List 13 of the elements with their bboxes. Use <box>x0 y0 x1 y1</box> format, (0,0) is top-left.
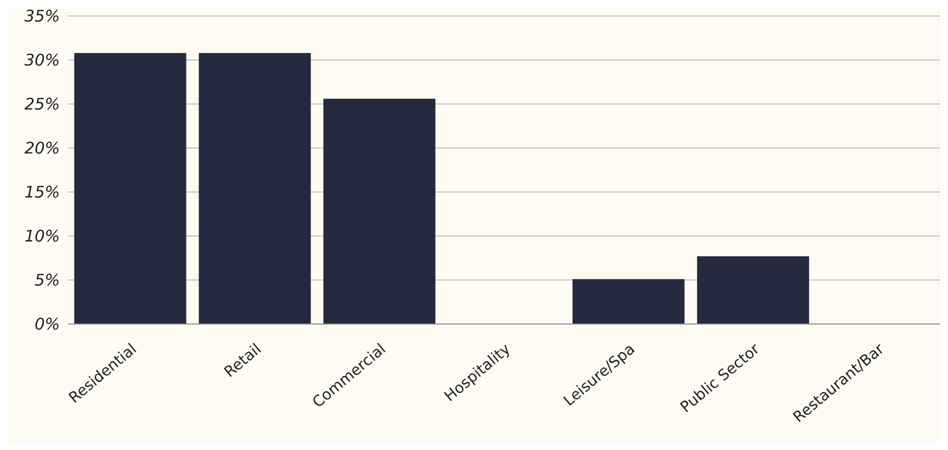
bar <box>74 52 186 324</box>
bar <box>198 52 311 324</box>
y-tick-label: 15% <box>24 182 60 202</box>
y-tick-label: 0% <box>34 314 60 334</box>
y-tick-label: 30% <box>24 50 60 70</box>
y-tick-label: 10% <box>24 226 60 246</box>
y-tick-label: 25% <box>24 94 60 114</box>
y-tick-label: 35% <box>24 6 60 26</box>
y-tick-label: 20% <box>24 138 60 158</box>
bar <box>572 279 685 324</box>
bar <box>323 98 436 324</box>
bar <box>697 256 810 324</box>
y-tick-label: 5% <box>34 270 60 290</box>
